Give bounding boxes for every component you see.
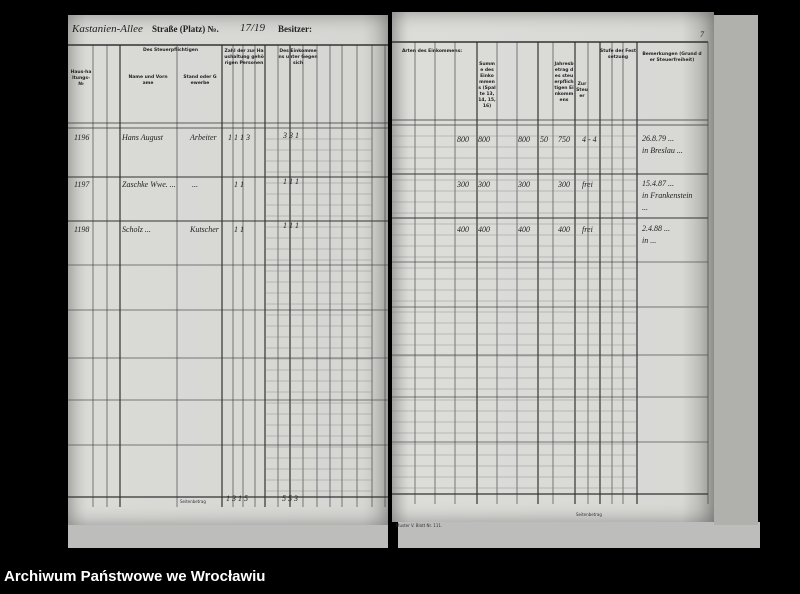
- col-occupation-header: Stand oder Gewerbe: [183, 75, 217, 86]
- col-remarks-header: Bemerkungen (Grund der Steuerfreiheit): [642, 52, 702, 63]
- remarks-text: 26.8.79 ...: [642, 134, 674, 143]
- taxpayer-name: Scholz ...: [122, 225, 151, 234]
- tax-value: 4 - 4: [582, 135, 597, 144]
- income-value: 400: [478, 225, 490, 234]
- remarks-text: in ...: [642, 236, 657, 245]
- right-register-page: 7 Arten des Einkommens: Summe des Einkom…: [392, 12, 714, 528]
- income-value: 50: [540, 135, 548, 144]
- col-income-group-header: Des Einkommens unter Gegen sich: [278, 49, 318, 66]
- underlying-page-right: [398, 522, 760, 548]
- income-value: 300: [478, 180, 490, 189]
- totals-label: Seitenbetrag: [180, 499, 206, 504]
- totals-counts: 1 3 1 5: [226, 494, 248, 503]
- person-counts: 1 1: [234, 180, 244, 189]
- income-counts: 3 3 1: [283, 131, 299, 140]
- house-number: 17/19: [240, 22, 266, 34]
- remarks-text: 15.4.87 ...: [642, 179, 674, 188]
- col-assessment-header: Stufe der Festsetzung: [600, 49, 637, 60]
- taxpayer-occupation: Kutscher: [190, 225, 219, 234]
- income-counts: 1 1 1: [283, 177, 299, 186]
- street-name: Kastanien-Allee: [72, 23, 143, 35]
- col-income-types-header: Arten des Einkommens:: [401, 49, 463, 54]
- household-number: 1196: [74, 133, 90, 142]
- owner-label: Besitzer:: [278, 24, 312, 34]
- income-counts: 1 1 1: [283, 221, 299, 230]
- page-mark: 7: [700, 30, 704, 39]
- household-number: 1198: [74, 225, 90, 234]
- col-tax-header: Zur Steuer: [576, 82, 588, 99]
- income-value: 750: [558, 135, 570, 144]
- income-value: 800: [457, 135, 469, 144]
- col-income-sum-header: Summe des Einkommens (Spalte 13, 14, 15,…: [478, 62, 496, 109]
- totals-persons: 5 5 3: [282, 494, 298, 503]
- remarks-text: 2.4.88 ...: [642, 224, 670, 233]
- archive-caption: Archiwum Państwowe we Wrocławiu: [4, 568, 266, 585]
- underlying-page-edge: [714, 15, 758, 525]
- col-persons-header: Zahl der zur Haushaltung gehörigen Perso…: [224, 49, 264, 66]
- taxpayer-name: Hans August: [122, 133, 163, 142]
- taxpayer-occupation: ...: [192, 180, 198, 189]
- form-footer: Muster V. Blatt Nr. 111.: [396, 523, 443, 528]
- underlying-page-left: [68, 524, 388, 548]
- taxpayer-occupation: Arbeiter: [190, 133, 217, 142]
- person-counts: 1 1 1 3: [228, 133, 250, 142]
- left-register-page: Kastanien-Allee Straße (Platz) №. 17/19 …: [68, 15, 388, 525]
- remarks-text: in Breslau ...: [642, 146, 683, 155]
- income-value: 300: [457, 180, 469, 189]
- right-page-grid: [392, 41, 709, 504]
- income-value: 300: [518, 180, 530, 189]
- person-counts: 1 1: [234, 225, 244, 234]
- col-household-header: Haus-haltungs-№: [70, 70, 92, 87]
- left-page-grid: [68, 44, 388, 507]
- col-taxpayer-header: Des Steuerpflichtigen: [142, 48, 199, 53]
- income-value: 400: [558, 225, 570, 234]
- income-value: 800: [478, 135, 490, 144]
- page-total-label: Seitenbetrag: [576, 512, 602, 517]
- household-number: 1197: [74, 180, 90, 189]
- income-value: 400: [518, 225, 530, 234]
- income-value: 400: [457, 225, 469, 234]
- income-value: 300: [558, 180, 570, 189]
- remarks-text: ...: [642, 203, 648, 212]
- street-label: Straße (Platz) №.: [152, 24, 219, 34]
- tax-value: frei: [582, 225, 593, 234]
- taxpayer-name: Zaschke Wwe. ...: [122, 180, 176, 189]
- remarks-text: in Frankenstein: [642, 191, 693, 200]
- tax-value: frei: [582, 180, 593, 189]
- col-annual-header: Jahresbetrag des steuerpflichtigen Einko…: [554, 62, 574, 103]
- income-value: 800: [518, 135, 530, 144]
- col-name-header: Name und Vorname: [128, 75, 168, 86]
